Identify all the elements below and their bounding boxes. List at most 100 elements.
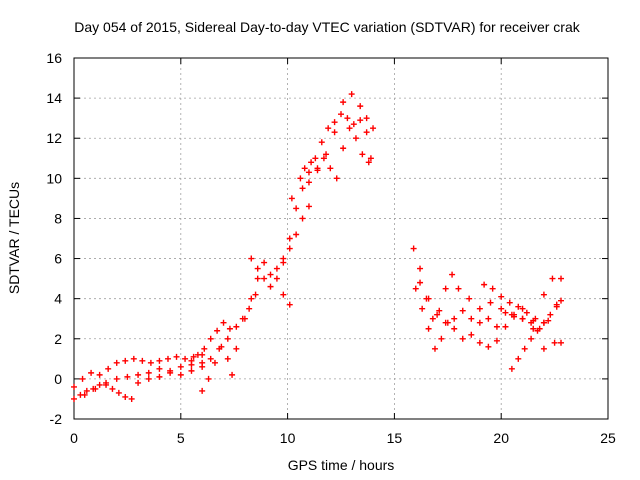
data-point bbox=[188, 357, 195, 364]
data-point bbox=[363, 129, 370, 136]
data-point bbox=[182, 355, 189, 362]
x-tick-label: 15 bbox=[387, 430, 403, 446]
data-point bbox=[498, 293, 505, 300]
data-point bbox=[88, 369, 95, 376]
data-point bbox=[489, 285, 496, 292]
data-point bbox=[493, 337, 500, 344]
data-point bbox=[135, 371, 142, 378]
data-point bbox=[218, 343, 225, 350]
data-point bbox=[346, 125, 353, 132]
series-track-7 bbox=[241, 203, 312, 322]
data-point bbox=[214, 327, 221, 334]
data-point bbox=[459, 307, 466, 314]
data-point bbox=[528, 319, 535, 326]
data-point bbox=[476, 305, 483, 312]
series-track-13 bbox=[412, 285, 565, 352]
data-point bbox=[419, 305, 426, 312]
x-tick-label: 5 bbox=[177, 430, 185, 446]
data-point bbox=[320, 155, 327, 162]
data-point bbox=[532, 315, 539, 322]
data-point bbox=[459, 335, 466, 342]
data-point bbox=[547, 311, 554, 318]
series-track-14 bbox=[417, 279, 560, 332]
data-point bbox=[207, 335, 214, 342]
data-point bbox=[515, 303, 522, 310]
data-point bbox=[156, 365, 163, 372]
data-point bbox=[190, 353, 197, 360]
data-point bbox=[113, 375, 120, 382]
data-point bbox=[455, 285, 462, 292]
data-point bbox=[233, 345, 240, 352]
data-point bbox=[485, 315, 492, 322]
data-point bbox=[325, 125, 332, 132]
data-point bbox=[367, 155, 374, 162]
data-point bbox=[130, 355, 137, 362]
data-point bbox=[286, 301, 293, 308]
data-point bbox=[207, 355, 214, 362]
data-point bbox=[333, 175, 340, 182]
series-track-15 bbox=[481, 275, 565, 322]
data-point bbox=[145, 375, 152, 382]
data-point bbox=[261, 275, 268, 282]
data-point bbox=[410, 245, 417, 252]
data-points bbox=[71, 91, 565, 402]
data-point bbox=[305, 203, 312, 210]
data-point bbox=[476, 319, 483, 326]
y-tick-label: 4 bbox=[54, 291, 62, 307]
data-point bbox=[558, 297, 565, 304]
data-point bbox=[545, 317, 552, 324]
data-point bbox=[248, 255, 255, 262]
y-tick-label: 0 bbox=[54, 371, 62, 387]
data-point bbox=[523, 309, 530, 316]
data-point bbox=[357, 117, 364, 124]
data-point bbox=[71, 383, 77, 390]
data-point bbox=[359, 151, 366, 158]
data-point bbox=[273, 275, 280, 282]
data-point bbox=[273, 265, 280, 272]
data-point bbox=[254, 265, 261, 272]
data-point bbox=[297, 175, 304, 182]
chart-title: Day 054 of 2015, Sidereal Day-to-day VTE… bbox=[74, 19, 580, 35]
data-point bbox=[233, 323, 240, 330]
series-track-1 bbox=[71, 379, 135, 402]
data-point bbox=[323, 151, 330, 158]
data-point bbox=[124, 373, 131, 380]
x-tick-label: 0 bbox=[70, 430, 78, 446]
data-point bbox=[451, 315, 458, 322]
data-point bbox=[81, 391, 88, 398]
data-point bbox=[280, 259, 287, 266]
data-point bbox=[177, 363, 184, 370]
data-point bbox=[267, 283, 274, 290]
data-point bbox=[348, 91, 355, 98]
data-point bbox=[331, 129, 338, 136]
data-point bbox=[135, 379, 142, 386]
data-point bbox=[248, 295, 255, 302]
data-point bbox=[331, 119, 338, 126]
data-point bbox=[267, 271, 274, 278]
data-point bbox=[254, 275, 261, 282]
data-point bbox=[327, 165, 334, 172]
data-point bbox=[246, 305, 253, 312]
data-point bbox=[431, 345, 438, 352]
data-point bbox=[286, 245, 293, 252]
data-point bbox=[224, 355, 231, 362]
y-tick-label: 10 bbox=[46, 170, 62, 186]
data-point bbox=[293, 205, 300, 212]
series-track-4 bbox=[135, 335, 231, 386]
data-point bbox=[122, 393, 129, 400]
data-point bbox=[449, 271, 456, 278]
series-track-6 bbox=[199, 343, 240, 394]
data-point bbox=[305, 179, 312, 186]
x-tick-label: 20 bbox=[493, 430, 509, 446]
y-tick-label: 6 bbox=[54, 251, 62, 267]
data-point bbox=[96, 371, 103, 378]
data-point bbox=[299, 185, 306, 192]
data-point bbox=[308, 159, 315, 166]
data-point bbox=[549, 275, 556, 282]
data-point bbox=[350, 121, 357, 128]
y-tick-label: 2 bbox=[54, 331, 62, 347]
data-point bbox=[434, 311, 441, 318]
data-point bbox=[92, 385, 99, 392]
data-point bbox=[515, 355, 522, 362]
